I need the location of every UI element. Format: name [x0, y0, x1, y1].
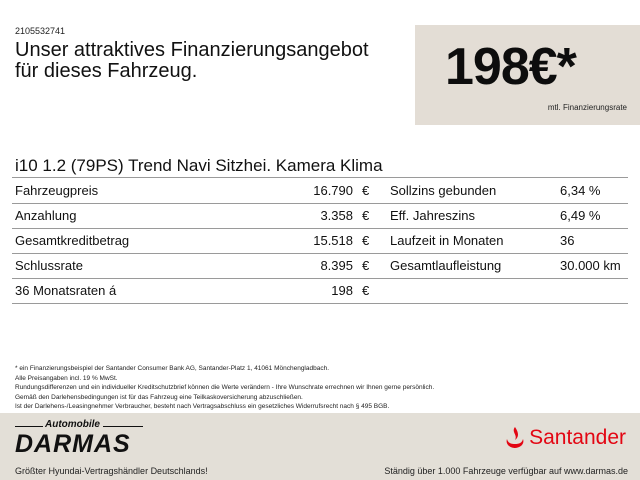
santander-logo: Santander [505, 426, 626, 450]
monthly-rate-box: 198€* mtl. Finanzierungsrate [415, 25, 640, 125]
santander-flame-icon [506, 427, 524, 448]
row-currency: € [362, 208, 370, 223]
row-label: Schlussrate [15, 258, 83, 273]
row-label-2: Laufzeit in Monaten [390, 233, 504, 248]
row-label: Gesamtkreditbetrag [15, 233, 130, 248]
row-label: Anzahlung [15, 208, 77, 223]
row-label-2: Eff. Jahreszins [390, 208, 476, 223]
row-value-2: 36 [560, 233, 575, 248]
row-divider [12, 278, 628, 279]
footnote: Rundungsdifferenzen und ein individuelle… [15, 384, 435, 391]
logo-small-text: Automobile [45, 419, 100, 430]
dealer-tagline: Größter Hyundai-Vertragshändler Deutschl… [15, 466, 208, 476]
logo-big-text: DARMAS [15, 430, 131, 458]
headline-line-2: für dieses Fahrzeug. [15, 60, 198, 82]
row-value: 8.395 [320, 258, 353, 273]
logo-line [15, 426, 43, 427]
offer-id: 2105532741 [15, 26, 66, 36]
row-value: 3.358 [320, 208, 353, 223]
row-currency: € [362, 233, 370, 248]
row-value: 16.790 [313, 183, 353, 198]
row-value: 198 [331, 283, 353, 298]
footer: Automobile DARMAS Santander Größter Hyun… [0, 413, 640, 480]
vehicle-model: i10 1.2 (79PS) Trend Navi Sitzhei. Kamer… [15, 156, 383, 175]
footnote: Alle Preisangaben incl. 19 % MwSt. [15, 374, 118, 382]
row-value: 15.518 [313, 233, 353, 248]
headline-line-1: Unser attraktives Finanzierungsangebot [15, 39, 369, 61]
row-label: 36 Monatsraten á [15, 283, 117, 298]
footnote: Ist der Darlehens-/Leasingnehmer Verbrau… [15, 403, 390, 410]
row-currency: € [362, 258, 370, 273]
row-value-2: 30.000 km [560, 258, 621, 273]
footnote: * ein Finanzierungsbeispiel der Santande… [15, 365, 330, 372]
divider [12, 177, 628, 178]
footnote: Gemäß den Darlehensbedingungen ist für d… [15, 393, 303, 401]
row-currency: € [362, 283, 370, 298]
stock-tagline: Ständig über 1.000 Fahrzeuge verfügbar a… [384, 466, 628, 476]
row-divider [12, 203, 628, 204]
row-divider [12, 228, 628, 229]
row-currency: € [362, 183, 370, 198]
monthly-rate-caption: mtl. Finanzierungsrate [547, 103, 627, 112]
footnotes: * ein Finanzierungsbeispiel der Santande… [15, 364, 434, 412]
darmas-logo: Automobile DARMAS [15, 419, 145, 457]
row-divider [12, 303, 628, 304]
santander-wordmark: Santander [529, 426, 626, 449]
row-label-2: Gesamtlaufleistung [390, 258, 502, 273]
row-value-2: 6,49 % [560, 208, 601, 223]
monthly-rate-amount: 198€* [445, 38, 577, 96]
logo-line [103, 426, 143, 427]
row-label-2: Sollzins gebunden [390, 183, 497, 198]
row-divider [12, 253, 628, 254]
headline: Unser attraktives Finanzierungsangebot f… [15, 40, 415, 82]
row-value-2: 6,34 % [560, 183, 601, 198]
row-label: Fahrzeugpreis [15, 183, 99, 198]
